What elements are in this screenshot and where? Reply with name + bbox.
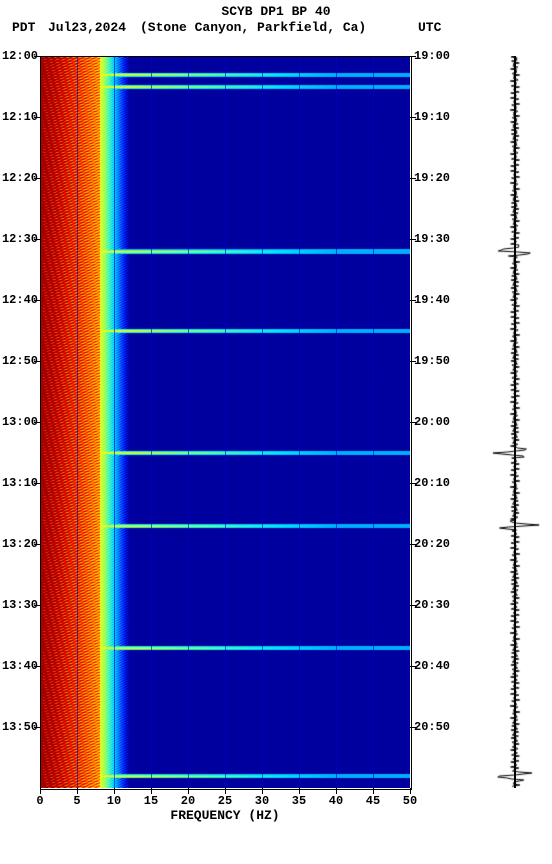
y-tick-left: 12:10	[0, 110, 38, 124]
y-tick-left: 13:50	[0, 720, 38, 734]
y-tick-right: 20:40	[414, 659, 454, 673]
y-tick-right: 19:20	[414, 171, 454, 185]
x-tick: 45	[363, 794, 383, 808]
waveform-plot	[490, 56, 540, 788]
x-tick: 10	[104, 794, 124, 808]
y-tick-left: 13:30	[0, 598, 38, 612]
tz-left-label: PDT	[12, 20, 35, 35]
y-tick-right: 20:50	[414, 720, 454, 734]
y-tick-left: 13:40	[0, 659, 38, 673]
x-tick: 30	[252, 794, 272, 808]
y-tick-right: 20:20	[414, 537, 454, 551]
y-tick-right: 19:00	[414, 49, 454, 63]
x-tick: 25	[215, 794, 235, 808]
y-tick-left: 13:10	[0, 476, 38, 490]
y-tick-right: 19:30	[414, 232, 454, 246]
x-tick: 0	[30, 794, 50, 808]
x-axis-label: FREQUENCY (HZ)	[40, 808, 410, 823]
chart-title: SCYB DP1 BP 40	[0, 4, 552, 19]
y-tick-right: 19:50	[414, 354, 454, 368]
tz-right-label: UTC	[418, 20, 441, 35]
date-label: Jul23,2024	[48, 20, 126, 35]
y-tick-right: 20:10	[414, 476, 454, 490]
location-label: (Stone Canyon, Parkfield, Ca)	[140, 20, 366, 35]
y-tick-right: 19:10	[414, 110, 454, 124]
y-tick-right: 19:40	[414, 293, 454, 307]
y-tick-left: 12:20	[0, 171, 38, 185]
x-tick: 40	[326, 794, 346, 808]
y-tick-right: 20:30	[414, 598, 454, 612]
y-tick-left: 12:40	[0, 293, 38, 307]
y-tick-left: 13:00	[0, 415, 38, 429]
x-tick: 20	[178, 794, 198, 808]
y-tick-left: 12:50	[0, 354, 38, 368]
y-tick-right: 20:00	[414, 415, 454, 429]
x-tick: 15	[141, 794, 161, 808]
x-tick: 50	[400, 794, 420, 808]
x-tick: 5	[67, 794, 87, 808]
y-tick-left: 12:00	[0, 49, 38, 63]
y-tick-left: 13:20	[0, 537, 38, 551]
x-tick: 35	[289, 794, 309, 808]
y-tick-left: 12:30	[0, 232, 38, 246]
